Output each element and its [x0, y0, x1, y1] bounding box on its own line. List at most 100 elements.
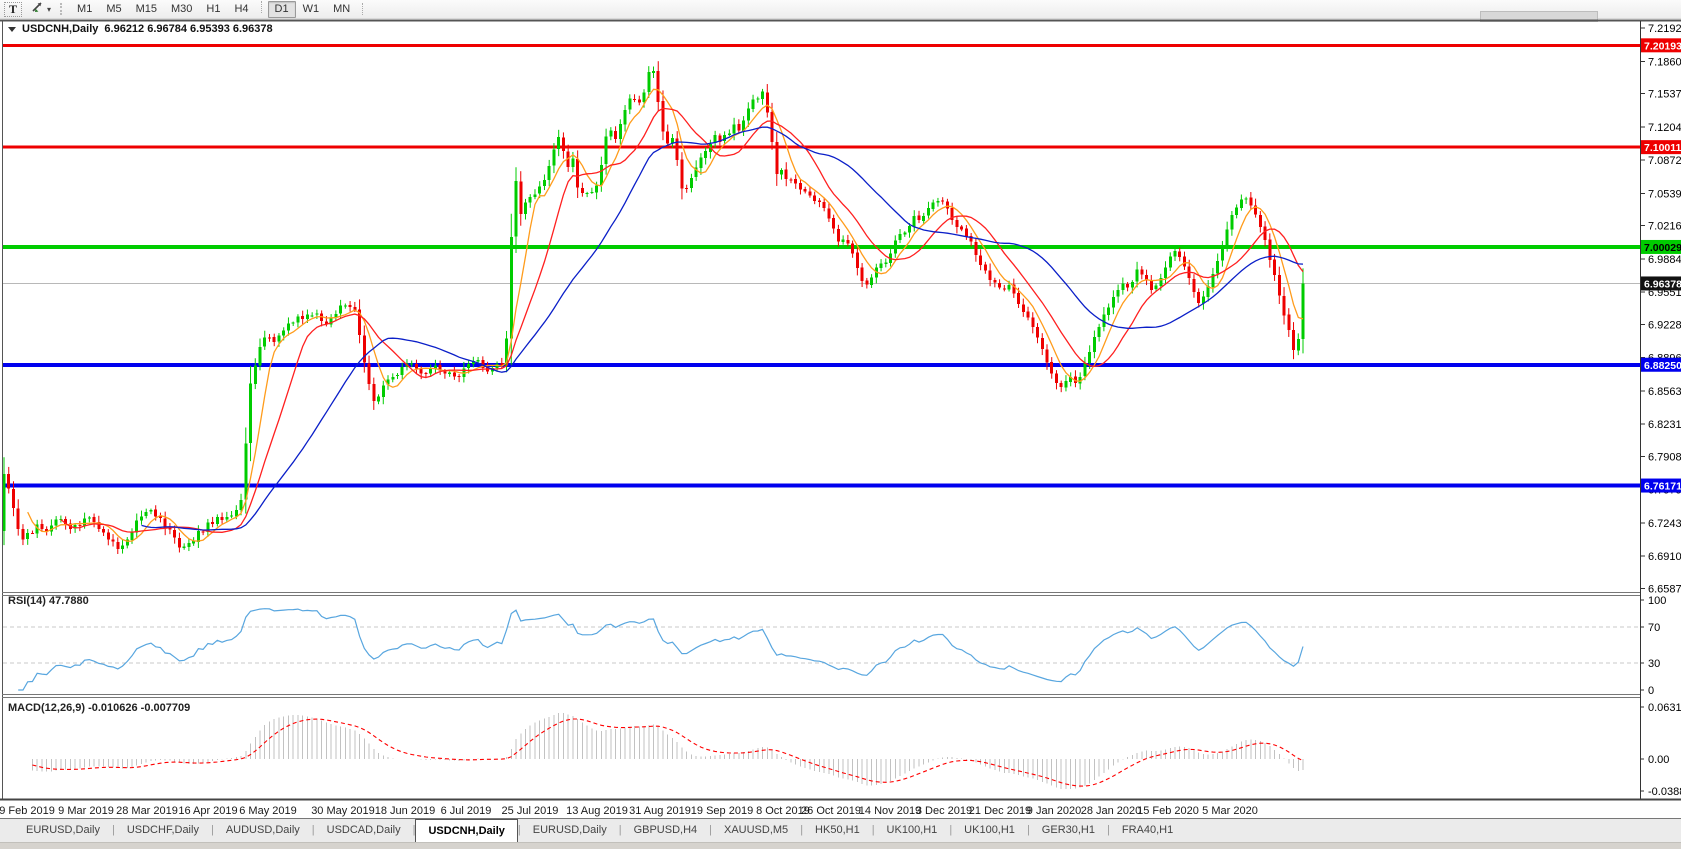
price-tick-6.98840: 6.98840: [1648, 254, 1681, 266]
date-label: 6 Jul 2019: [441, 805, 492, 817]
date-label: 31 Aug 2019: [629, 805, 691, 817]
tab-separator: |: [311, 824, 315, 836]
chart-tab-USDCAD-Daily[interactable]: USDCAD,Daily: [326, 824, 401, 836]
support-line-1-marker-label: 6.88250: [1644, 360, 1681, 372]
window-controls-strip[interactable]: [1480, 11, 1598, 22]
tab-separator: |: [618, 824, 622, 836]
timeframe-button-H4[interactable]: H4: [234, 2, 249, 15]
macd-tick-0.063113: 0.063113: [1648, 702, 1681, 714]
rsi-tick-0: 0: [1648, 685, 1654, 697]
chart-tab-AUDUSD-Daily[interactable]: AUDUSD,Daily: [225, 824, 300, 836]
timeframe-button-M1[interactable]: M1: [77, 2, 93, 15]
chart-tab-EURUSD-Daily[interactable]: EURUSD,Daily: [26, 824, 100, 836]
price-tick-7.12045: 7.12045: [1648, 122, 1681, 134]
chevron-down-icon[interactable]: ▾: [47, 4, 52, 14]
resistance-line-1-marker-label: 7.20193: [1644, 40, 1681, 52]
chart-tab-FRA40-H1[interactable]: FRA40,H1: [1121, 824, 1174, 836]
price-chart-canvas[interactable]: 7.21925 7.18600 7.15370 7.12045 7.08720 7.053…: [0, 18, 1681, 818]
support-line-2-marker: [1641, 478, 1681, 493]
tab-separator: |: [111, 824, 115, 836]
tab-separator: |: [210, 824, 214, 836]
support-line-1-marker: [1641, 357, 1681, 372]
date-label: 14 Nov 2019: [859, 805, 921, 817]
pivot-line-marker: [1641, 239, 1681, 254]
tab-separator: |: [871, 824, 875, 836]
chart-tab-USDCNH-Daily[interactable]: USDCNH,Daily: [415, 819, 518, 842]
toolbar-grip: [60, 3, 65, 15]
timeframe-button-H1[interactable]: H1: [206, 2, 221, 15]
date-label: 19 Feb 2019: [0, 805, 55, 817]
date-label: 25 Jul 2019: [502, 805, 559, 817]
price-tick-6.79080: 6.79080: [1648, 451, 1681, 463]
status-strip: [0, 842, 1681, 849]
chart-tab-GBPUSD-H4[interactable]: GBPUSD,H4: [633, 824, 698, 836]
tab-separator: |: [800, 824, 804, 836]
timeframe-toolbar: M1 M5 M15 M30 H1 H4 D1 W1 MN: [70, 0, 357, 18]
price-tick-7.08720: 7.08720: [1648, 155, 1681, 167]
date-label: 3 Dec 2019: [916, 805, 972, 817]
candlestick-layer: [3, 61, 1305, 554]
timeframe-button-D1[interactable]: D1: [267, 0, 296, 18]
date-label: 26 Oct 2019: [801, 805, 861, 817]
timeframe-button-MN[interactable]: MN: [333, 2, 351, 15]
date-label: 21 Dec 2019: [969, 805, 1031, 817]
macd-histogram: [31, 713, 1304, 790]
date-label: 8 Oct 2019: [756, 805, 810, 817]
top-toolbar: T ▾ M1 M5 M15 M30 H1 H4 D1 W1 MN: [0, 0, 1681, 22]
date-label: 16 Apr 2019: [178, 805, 237, 817]
chart-tab-USDCHF-Daily[interactable]: USDCHF,Daily: [126, 824, 199, 836]
resistance-line-1-marker: [1641, 38, 1681, 53]
rsi-line: [18, 608, 1304, 691]
toolbar-separator: [362, 3, 364, 15]
price-tick-6.72430: 6.72430: [1648, 518, 1681, 530]
price-tick-7.02165: 7.02165: [1648, 221, 1681, 233]
date-label: 28 Jan 2020: [1081, 805, 1142, 817]
date-label: 9 Jan 2020: [1027, 805, 1081, 817]
timeframe-button-W1[interactable]: W1: [302, 2, 320, 15]
date-label: 15 Feb 2020: [1137, 805, 1199, 817]
toolbar-separator: [260, 0, 263, 13]
ma-slow-line: [141, 126, 1304, 531]
timeframe-button-M5[interactable]: M5: [106, 2, 122, 15]
chart-tab-GER30-H1[interactable]: GER30,H1: [1041, 824, 1095, 836]
price-tick-7.21925: 7.21925: [1648, 23, 1681, 35]
symbol-dropdown-icon[interactable]: [8, 26, 16, 32]
chart-tab-HK50-H1[interactable]: HK50,H1: [815, 824, 860, 836]
price-tick-7.18600: 7.18600: [1648, 56, 1681, 68]
current-price-marker: [1641, 276, 1681, 291]
chart-tab-EURUSD-Daily[interactable]: EURUSD,Daily: [532, 824, 607, 836]
rsi-tick-70: 70: [1648, 622, 1660, 634]
price-tick-7.05395: 7.05395: [1648, 188, 1681, 200]
price-tick-6.69105: 6.69105: [1648, 551, 1681, 563]
macd-indicator-label: MACD(12,26,9) -0.010626 -0.007709: [8, 702, 191, 714]
timeframe-button-M15[interactable]: M15: [135, 2, 157, 15]
tab-separator: |: [412, 824, 416, 836]
chart-title: USDCNH,Daily 6.96212 6.96784 6.95393 6.9…: [8, 23, 279, 35]
rsi-tick-30: 30: [1648, 658, 1660, 670]
cursor-mode-icon[interactable]: [30, 1, 46, 17]
date-label: 30 May 2019: [311, 805, 375, 817]
text-label-tool-button[interactable]: T: [4, 1, 23, 17]
price-tick-6.82310: 6.82310: [1648, 419, 1681, 431]
date-label: 6 May 2019: [239, 805, 296, 817]
timeframe-button-M30[interactable]: M30: [171, 2, 193, 15]
chart-ohlc-values: 6.96212 6.96784 6.95393 6.96378: [104, 23, 273, 35]
chart-tab-XAUUSD-M5[interactable]: XAUUSD,M5: [724, 824, 789, 836]
rsi-tick-100: 100: [1648, 595, 1666, 607]
date-label: 19 Sep 2019: [691, 805, 753, 817]
chart-tab-UK100-H1[interactable]: UK100,H1: [964, 824, 1015, 836]
macd-tick--0.038875: -0.038875: [1648, 786, 1681, 798]
chart-symbol-period: USDCNH,Daily: [22, 23, 99, 35]
tab-separator: |: [709, 824, 712, 836]
tab-separator: |: [949, 824, 953, 836]
price-tick-6.65875: 6.65875: [1648, 584, 1681, 596]
date-label: 9 Mar 2019: [58, 805, 114, 817]
chart-window: 7.21925 7.18600 7.15370 7.12045 7.08720 7.053…: [0, 18, 1681, 818]
support-line-2-marker-label: 6.76171: [1644, 481, 1681, 493]
resistance-line-2-marker-label: 7.10011: [1644, 142, 1681, 154]
tab-separator: |: [1107, 824, 1110, 836]
pivot-line-marker-label: 7.00029: [1644, 242, 1681, 254]
date-label: 28 Mar 2019: [116, 805, 178, 817]
rsi-indicator-label: RSI(14) 47.7880: [8, 595, 89, 607]
chart-tab-UK100-H1[interactable]: UK100,H1: [886, 824, 938, 836]
